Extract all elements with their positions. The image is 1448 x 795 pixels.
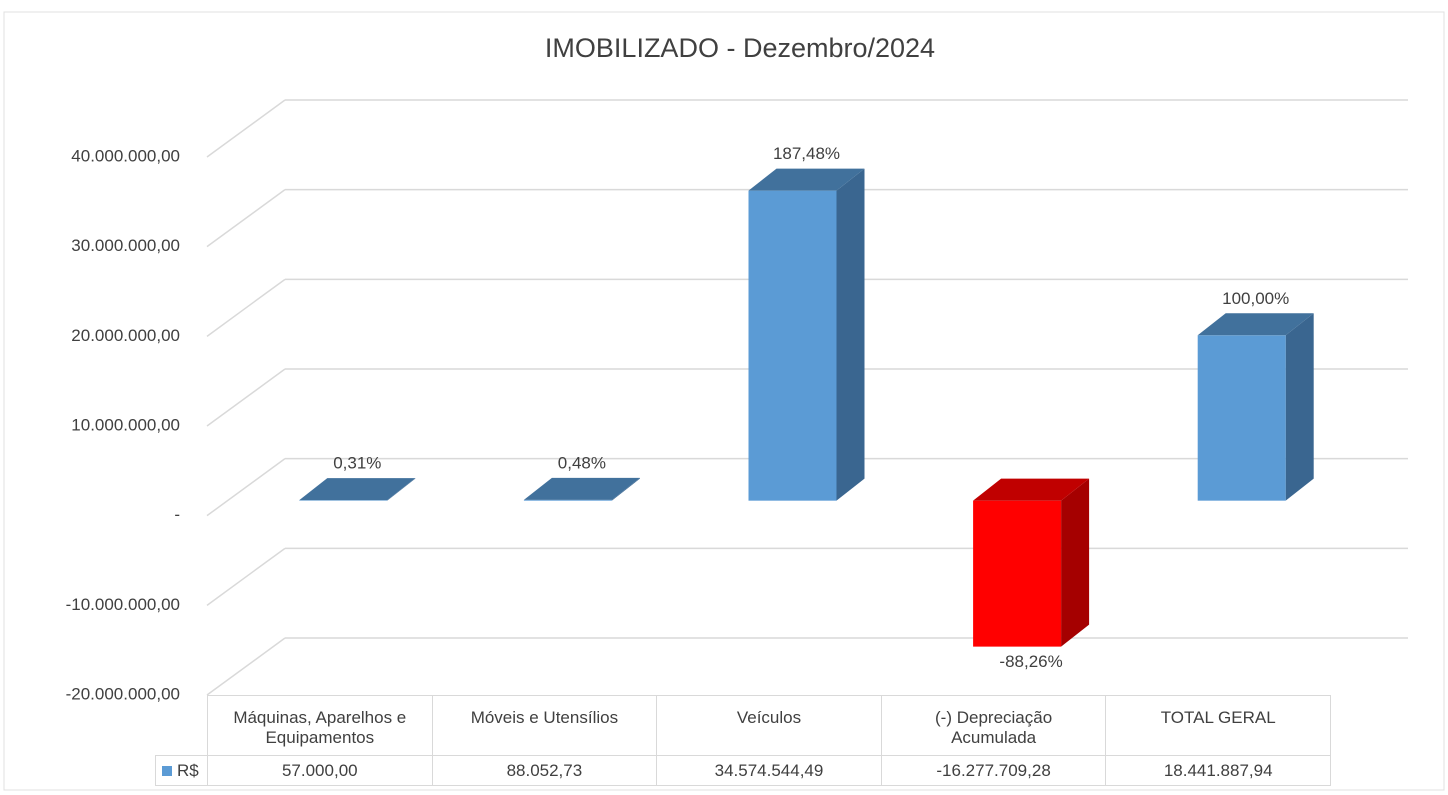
- data-label: 100,00%: [1222, 289, 1289, 308]
- grid-line: [206, 368, 286, 427]
- bar: [1197, 335, 1286, 501]
- table-header: TOTAL GERAL: [1105, 695, 1331, 756]
- grid-line: [206, 547, 286, 606]
- bar-side: [836, 168, 865, 501]
- data-label: 0,48%: [558, 453, 606, 472]
- bar-top: [748, 168, 865, 191]
- table-cell: 88.052,73: [431, 755, 658, 786]
- chart-title: IMOBILIZADO - Dezembro/2024: [545, 33, 935, 63]
- bar: [973, 500, 1062, 647]
- bar: [748, 190, 837, 501]
- table-cell: -16.277.709,28: [880, 755, 1107, 786]
- bar-top: [1197, 313, 1314, 336]
- y-tick-label: 40.000.000,00: [71, 146, 180, 165]
- bar-side: [1285, 313, 1314, 501]
- bar-top: [523, 477, 640, 500]
- y-tick-label: -10.000.000,00: [66, 595, 180, 614]
- legend-swatch: [162, 766, 172, 776]
- data-label: 0,31%: [333, 454, 381, 473]
- y-tick-label: 20.000.000,00: [71, 326, 180, 345]
- bar-top: [973, 478, 1090, 501]
- chart-frame: [3, 11, 1445, 791]
- table-header: Móveis e Utensílios: [431, 695, 658, 756]
- data-label: 187,48%: [773, 144, 840, 163]
- table-header: Veículos: [656, 695, 882, 756]
- data-label: -88,26%: [999, 652, 1062, 671]
- table-header: (-) Depreciação Acumulada: [880, 695, 1107, 756]
- grid-line: [206, 458, 286, 517]
- legend-label: R$: [177, 761, 199, 780]
- table-header: Máquinas, Aparelhos e Equipamentos: [207, 695, 433, 756]
- bar: [299, 500, 388, 501]
- legend-cell: R$: [155, 755, 208, 786]
- grid-line: [206, 278, 286, 337]
- bar-side: [1061, 478, 1090, 647]
- grid-line: [206, 189, 286, 248]
- table-cell: 18.441.887,94: [1105, 755, 1331, 786]
- grid-line: [206, 99, 286, 158]
- y-tick-label: 10.000.000,00: [71, 415, 180, 434]
- bar-side: [611, 477, 640, 501]
- y-tick-label: -20.000.000,00: [66, 684, 180, 703]
- y-tick-label: -: [174, 505, 180, 524]
- bar-top: [299, 478, 416, 501]
- bar: [523, 499, 612, 501]
- table-cell: 57.000,00: [207, 755, 433, 786]
- y-tick-label: 30.000.000,00: [71, 236, 180, 255]
- table-cell: 34.574.544,49: [656, 755, 882, 786]
- bar-side: [387, 478, 416, 501]
- grid-line: [206, 637, 286, 696]
